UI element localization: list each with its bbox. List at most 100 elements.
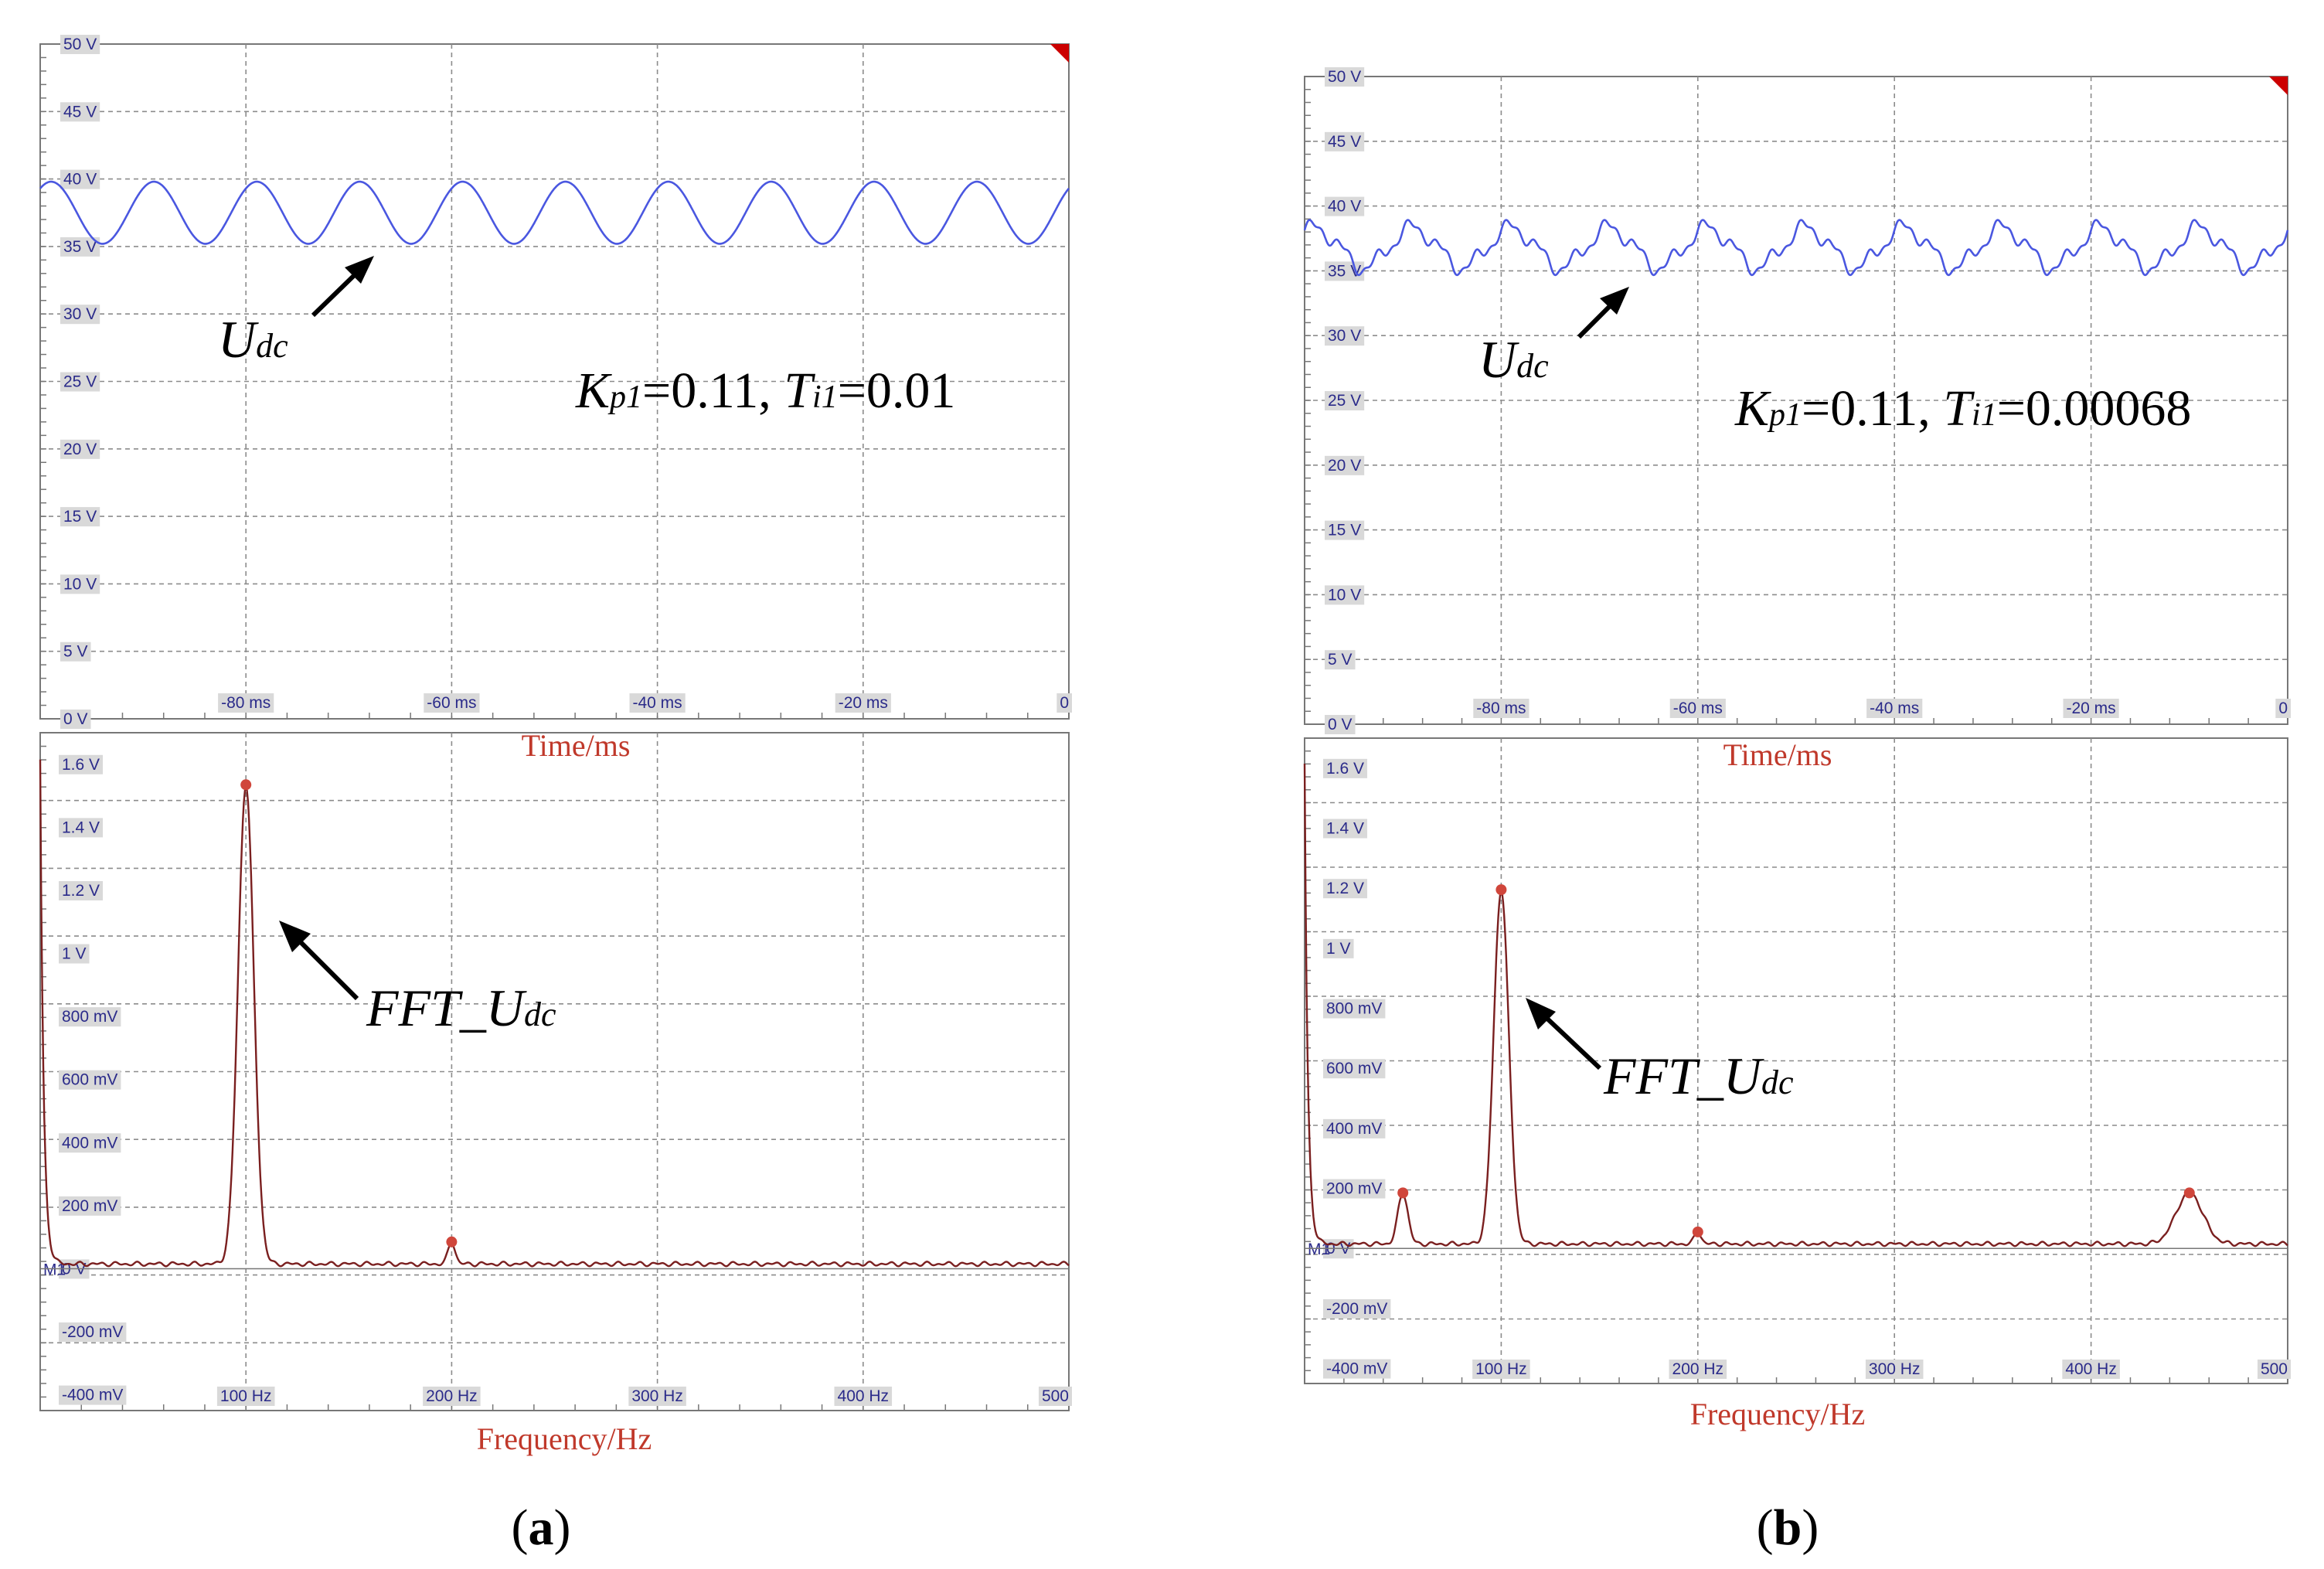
b-time-ytick: 15 V bbox=[1328, 522, 1361, 539]
a-time-ytick-bg bbox=[60, 507, 100, 527]
b-time-ytick-bg bbox=[1325, 131, 1365, 151]
panel-label-a: (a) bbox=[512, 1499, 571, 1556]
params-b-t-val: =0.00068 bbox=[1997, 380, 2192, 437]
a-fft-ytick: 1.4 V bbox=[62, 819, 100, 836]
b-fft-ytick: 1.4 V bbox=[1326, 820, 1364, 838]
b-time-xtick: -60 ms bbox=[1673, 699, 1723, 717]
a-fft-ytick: -400 mV bbox=[62, 1387, 123, 1404]
a-fft-ytick-bg bbox=[59, 1385, 127, 1405]
b-time-ytick: 20 V bbox=[1328, 457, 1361, 475]
a-time-ytick: 15 V bbox=[63, 508, 97, 526]
a-time-ytick-bg bbox=[60, 102, 100, 122]
a-fft-ytick-bg bbox=[59, 880, 104, 900]
a-time-xtick: -60 ms bbox=[427, 694, 476, 712]
b-fft-xtick-bg bbox=[2257, 1360, 2291, 1379]
a-time-xtick-bg bbox=[629, 693, 686, 713]
b-fft-ytick: 1.6 V bbox=[1326, 760, 1364, 778]
a-time-ytick-bg bbox=[60, 35, 100, 54]
a-time-udc-trace bbox=[39, 180, 1070, 245]
b-fft-ytick: -400 mV bbox=[1326, 1360, 1387, 1378]
params-b-t: T bbox=[1943, 380, 1975, 437]
a-fft-ytick: 600 mV bbox=[62, 1071, 117, 1089]
b-time-ytick: 5 V bbox=[1328, 651, 1353, 669]
a-time-ytick: 30 V bbox=[63, 305, 97, 323]
a-time-xtick: -80 ms bbox=[221, 694, 271, 712]
fft-label-b-sub: dc bbox=[1761, 1064, 1794, 1101]
b-time-trigger-marker bbox=[2269, 77, 2288, 95]
b-fft-peak-marker-2 bbox=[1692, 1226, 1703, 1237]
params-a-t: T bbox=[784, 362, 815, 419]
params-b: Kp1=0.11, Ti1=0.00068 bbox=[1734, 380, 2191, 437]
b-fft-ytick-bg bbox=[1323, 938, 1354, 958]
fft-label-b-main: FFT_U bbox=[1603, 1047, 1764, 1105]
a-time-ytick: 5 V bbox=[63, 643, 88, 661]
panel-b-time-plot: 50 V 45 V 40 V 35 V 30 V 25 V 20 V 15 V 10 V 5 V 0… bbox=[1303, 67, 2291, 734]
a-fft-ytick: 1 V bbox=[62, 945, 87, 963]
b-time-xtick-bg bbox=[2063, 699, 2119, 718]
a-fft-fft-trace bbox=[39, 759, 1070, 1268]
panel-label-a-letter: a bbox=[529, 1499, 554, 1556]
b-fft-xtick: 200 Hz bbox=[1672, 1360, 1724, 1378]
a-time-ytick: 40 V bbox=[63, 171, 97, 189]
b-time-xtick: 0 bbox=[2278, 699, 2288, 717]
fft-label-b: FFT_Udc bbox=[1603, 1047, 1794, 1105]
b-time-ytick-bg bbox=[1325, 67, 1365, 87]
panel-a-fft-plot: 1.6 V 1.4 V 1.2 V 1 V 800 mV 600 mV 400 mV 200 … bbox=[39, 732, 1072, 1411]
a-fft-xtick: 400 Hz bbox=[838, 1387, 890, 1405]
b-fft-peak-marker-0 bbox=[1397, 1187, 1409, 1199]
b-fft-ytick-bg bbox=[1323, 1179, 1386, 1199]
b-fft-ytick: -200 mV bbox=[1326, 1300, 1387, 1318]
b-time-xtick: -20 ms bbox=[2067, 699, 2116, 717]
udc-label-b-main: U bbox=[1478, 330, 1519, 389]
b-time-ytick-bg bbox=[1325, 455, 1365, 475]
fft-label-a-main: FFT_U bbox=[366, 978, 527, 1037]
b-time-xtick-bg bbox=[1669, 699, 1726, 718]
a-fft-ytick: 200 mV bbox=[62, 1197, 117, 1215]
a-time-ytick: 25 V bbox=[63, 373, 97, 391]
params-a-k-val: =0.11, bbox=[642, 362, 784, 419]
a-time-ytick-bg bbox=[60, 372, 100, 392]
a-time-ytick: 35 V bbox=[63, 238, 97, 256]
params-a: Kp1=0.11, Ti1=0.01 bbox=[575, 362, 955, 419]
b-time-ytick-bg bbox=[1325, 196, 1365, 216]
b-time-ytick: 30 V bbox=[1328, 327, 1361, 345]
a-time-ytick: 10 V bbox=[63, 575, 97, 593]
b-fft-baseline-marker: M1 bbox=[1308, 1241, 1330, 1258]
fft-label-a: FFT_Udc bbox=[366, 978, 556, 1037]
params-b-k: K bbox=[1734, 380, 1771, 437]
b-fft-xtick-bg bbox=[1865, 1360, 1924, 1379]
b-time-ytick: 45 V bbox=[1328, 133, 1361, 151]
a-fft-ytick-bg bbox=[59, 1133, 121, 1153]
b-time-ytick: 50 V bbox=[1328, 68, 1361, 86]
udc-label-b: Udc bbox=[1478, 330, 1549, 389]
a-time-ytick-bg bbox=[60, 574, 100, 594]
a-fft-xtick: 100 Hz bbox=[220, 1387, 272, 1405]
a-time-ytick-bg bbox=[60, 237, 100, 257]
b-fft-xtick-bg bbox=[2062, 1360, 2120, 1379]
b-fft-ytick-bg bbox=[1323, 879, 1368, 899]
params-a-k-sub: p1 bbox=[607, 379, 642, 415]
params-a-k: K bbox=[575, 362, 612, 419]
a-time-ytick: 50 V bbox=[63, 36, 97, 53]
b-time-ytick-bg bbox=[1325, 391, 1365, 410]
fft-label-a-sub: dc bbox=[524, 996, 556, 1033]
a-time-xtick-bg bbox=[218, 693, 274, 713]
b-fft-peak-marker-1 bbox=[1495, 884, 1507, 896]
udc-label-a: Udc bbox=[218, 310, 288, 369]
a-fft-ytick: 1.2 V bbox=[62, 882, 100, 900]
a-fft-ytick-bg bbox=[59, 818, 104, 838]
a-time-xtick: -20 ms bbox=[839, 694, 888, 712]
a-fft-ytick-bg bbox=[59, 1007, 121, 1027]
panel-b-fft-xlabel: Frequency/Hz bbox=[1690, 1397, 1866, 1431]
b-time-xtick-bg bbox=[2275, 699, 2291, 718]
b-fft-ytick: 400 mV bbox=[1326, 1120, 1382, 1138]
a-fft-xtick-bg bbox=[216, 1387, 275, 1406]
b-time-ytick-bg bbox=[1325, 715, 1356, 734]
a-fft-xtick-bg bbox=[423, 1387, 481, 1406]
a-fft-xtick: 300 Hz bbox=[631, 1387, 683, 1405]
panel-a-time-plot: 50 V 45 V 40 V 35 V 30 V 25 V 20 V 15 V 10 V 5 V 0… bbox=[39, 35, 1072, 729]
a-time-trigger-marker bbox=[1050, 44, 1069, 63]
b-time-ytick: 35 V bbox=[1328, 262, 1361, 280]
b-time-ytick-bg bbox=[1325, 650, 1356, 670]
